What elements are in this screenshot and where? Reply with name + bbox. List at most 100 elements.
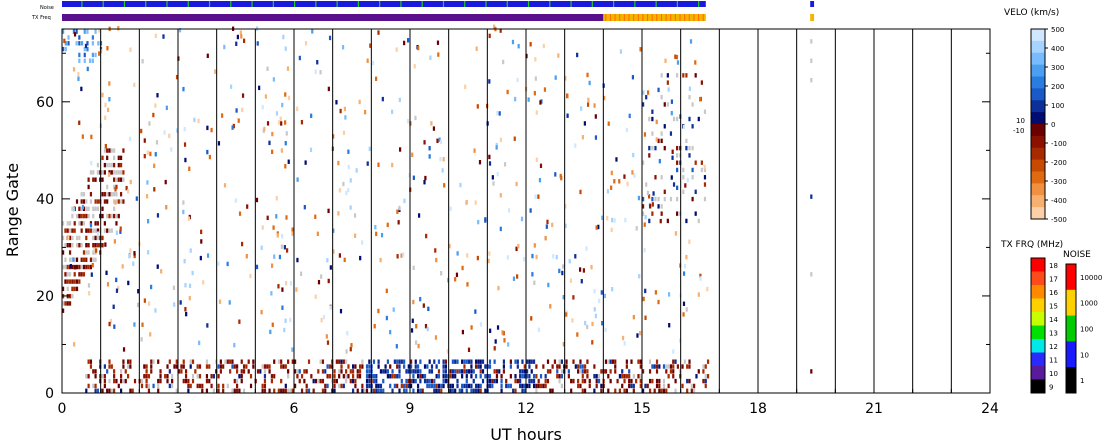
echo-cell (425, 233, 428, 239)
echo-cell (266, 364, 269, 369)
echo-cell (366, 58, 369, 63)
echo-cell (78, 243, 81, 248)
echo-cell (391, 162, 394, 168)
echo-cell (551, 388, 554, 393)
echo-cell (688, 94, 691, 100)
txfreq-swatch (1031, 366, 1045, 380)
echo-cell (304, 41, 308, 46)
echo-cell (491, 175, 494, 180)
echo-cell (226, 359, 229, 364)
echo-cell (649, 204, 652, 209)
echo-cell (80, 41, 84, 46)
velocity-scale-label: 500 (1051, 26, 1064, 34)
echo-cell (82, 221, 86, 226)
echo-cell (440, 383, 443, 389)
echo-cell (120, 177, 123, 182)
echo-cell (515, 246, 518, 252)
echo-cell (645, 182, 648, 187)
echo-cell (495, 145, 498, 150)
echo-cell (108, 213, 111, 219)
echo-cell (85, 250, 88, 255)
echo-cell (210, 127, 213, 133)
echo-cell (281, 287, 284, 292)
echo-cell (87, 264, 90, 270)
echo-cell (242, 388, 246, 393)
echo-cell (613, 179, 616, 184)
echo-cell (628, 374, 631, 379)
echo-cell (500, 374, 503, 379)
echo-cell (200, 229, 203, 235)
noise-tick-mark (187, 1, 189, 7)
echo-cell (574, 364, 577, 369)
echo-cell (137, 289, 140, 294)
echo-cell (674, 359, 677, 364)
echo-cell (493, 369, 496, 374)
echo-cell (509, 359, 512, 364)
echo-cell (157, 378, 160, 384)
echo-cell (175, 388, 178, 393)
echo-cell (82, 257, 86, 262)
echo-cell (356, 388, 359, 393)
echo-cell (314, 214, 317, 219)
echo-cell (676, 211, 679, 216)
echo-cell (470, 383, 473, 389)
echo-cell (319, 359, 322, 364)
echo-cell (343, 106, 347, 112)
echo-cell (129, 364, 132, 369)
echo-cell (281, 102, 284, 108)
echo-cell (423, 378, 427, 384)
echo-cell (513, 136, 516, 141)
echo-cell (80, 257, 83, 262)
echo-cell (435, 364, 438, 369)
echo-cell (90, 272, 93, 277)
echo-cell (470, 364, 473, 369)
echo-cell (328, 374, 331, 379)
echo-cell (398, 369, 401, 374)
echo-cell (106, 213, 109, 219)
echo-cell (669, 131, 673, 136)
echo-cell (655, 364, 659, 369)
echo-cell (676, 145, 679, 151)
echo-cell (349, 178, 352, 183)
echo-cell (338, 253, 341, 258)
echo-cell (685, 218, 688, 224)
echo-cell (412, 175, 415, 180)
echo-cell (667, 364, 670, 369)
velocity-scale-label: -200 (1051, 159, 1067, 167)
echo-cell (113, 192, 116, 197)
echo-cell (430, 121, 433, 126)
echo-cell (89, 223, 93, 228)
echo-cell (340, 369, 343, 374)
echo-cell (273, 388, 276, 393)
echo-cell (635, 378, 638, 384)
echo-cell (226, 261, 229, 267)
echo-cell (114, 200, 117, 205)
echo-cell (321, 369, 325, 374)
echo-cell (414, 369, 417, 374)
echo-cell (189, 359, 192, 364)
echo-cell (78, 272, 81, 277)
echo-cell (72, 257, 75, 262)
echo-cell (168, 383, 171, 389)
echo-cell (68, 235, 72, 241)
echo-cell (613, 218, 616, 223)
echo-cell (630, 359, 633, 364)
echo-cell (654, 290, 657, 295)
echo-cell (668, 323, 671, 328)
echo-cell (147, 219, 150, 224)
echo-cell (252, 364, 255, 369)
echo-cell (62, 221, 65, 226)
echo-cell (298, 378, 301, 384)
echo-cell (470, 388, 473, 393)
echo-cell (205, 359, 209, 364)
echo-cell (610, 227, 613, 233)
echo-cell (64, 264, 67, 270)
echo-cell (365, 378, 369, 384)
echo-cell (175, 359, 178, 364)
echo-cell (676, 60, 680, 65)
echo-cell (669, 364, 673, 369)
txfreq-swatch (1031, 325, 1045, 340)
echo-cell (514, 359, 517, 364)
echo-cell (646, 90, 650, 95)
echo-cell (146, 150, 149, 155)
